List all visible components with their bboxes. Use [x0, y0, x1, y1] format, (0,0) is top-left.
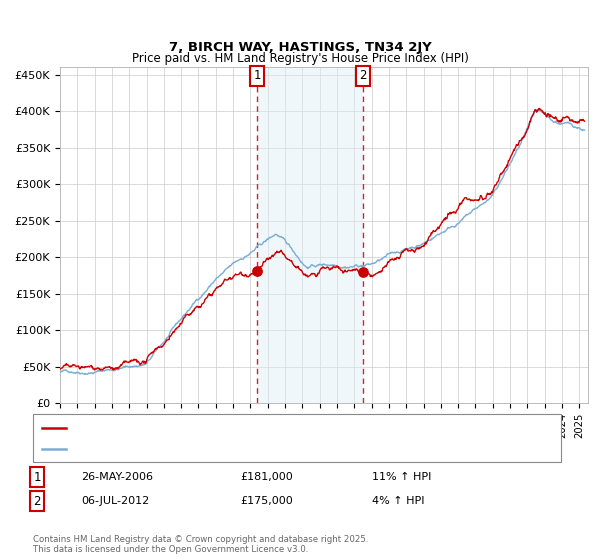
Text: 7, BIRCH WAY, HASTINGS, TN34 2JY (semi-detached house): 7, BIRCH WAY, HASTINGS, TN34 2JY (semi-d… — [72, 423, 379, 433]
Text: 26-MAY-2006: 26-MAY-2006 — [81, 472, 153, 482]
Text: £175,000: £175,000 — [240, 496, 293, 506]
Text: 2: 2 — [34, 494, 41, 508]
Text: 1: 1 — [34, 470, 41, 484]
Text: 06-JUL-2012: 06-JUL-2012 — [81, 496, 149, 506]
Bar — [257, 67, 363, 403]
Text: 4% ↑ HPI: 4% ↑ HPI — [372, 496, 425, 506]
Text: 2: 2 — [359, 69, 367, 82]
Point — [253, 267, 262, 276]
Text: Price paid vs. HM Land Registry's House Price Index (HPI): Price paid vs. HM Land Registry's House … — [131, 52, 469, 66]
Text: 7, BIRCH WAY, HASTINGS, TN34 2JY: 7, BIRCH WAY, HASTINGS, TN34 2JY — [169, 41, 431, 54]
Point — [358, 268, 368, 277]
Text: £181,000: £181,000 — [240, 472, 293, 482]
Text: HPI: Average price, semi-detached house, Hastings: HPI: Average price, semi-detached house,… — [72, 444, 339, 454]
Text: 1: 1 — [254, 69, 261, 82]
Text: Contains HM Land Registry data © Crown copyright and database right 2025.
This d: Contains HM Land Registry data © Crown c… — [33, 535, 368, 554]
Text: 11% ↑ HPI: 11% ↑ HPI — [372, 472, 431, 482]
